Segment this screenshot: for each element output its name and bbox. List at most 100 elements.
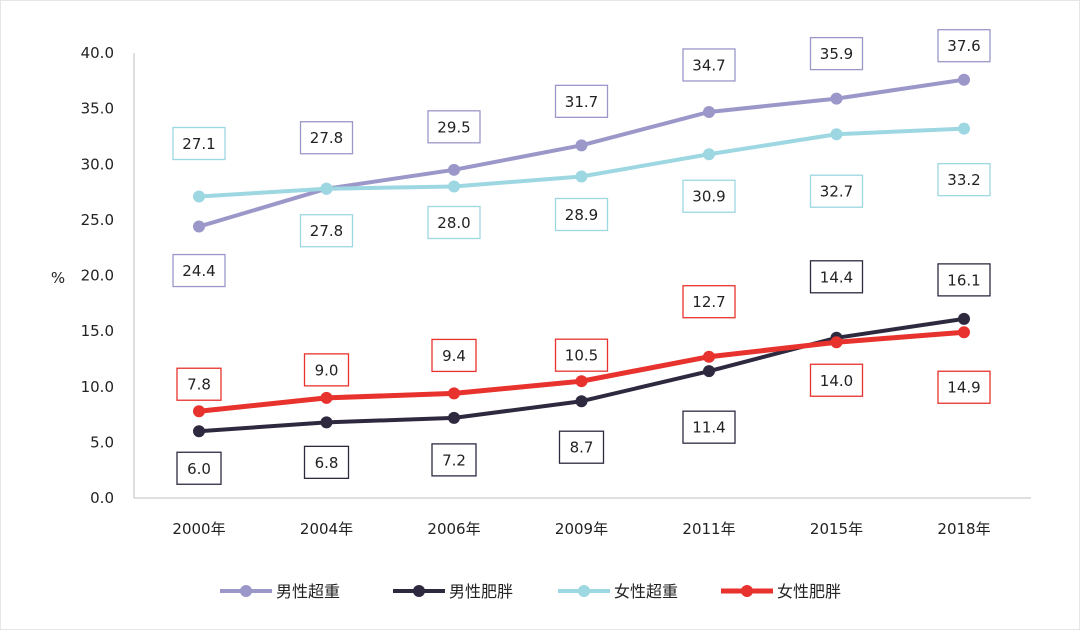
data-label-box <box>937 162 991 197</box>
data-label-box <box>809 260 864 294</box>
data-point <box>958 73 970 86</box>
y-tick-label: 15.0 <box>81 322 114 340</box>
data-point <box>575 170 588 183</box>
legend-label: 男性肥胖 <box>449 582 513 601</box>
y-tick-label: 5.0 <box>90 433 114 451</box>
data-label: 28.9 <box>554 197 609 232</box>
data-label-text: 28.0 <box>437 214 470 232</box>
y-tick-label: 35.0 <box>81 100 114 118</box>
data-label: 16.1 <box>937 263 991 297</box>
data-label-text: 7.2 <box>442 451 466 469</box>
data-label-text: 7.8 <box>187 376 211 394</box>
data-label-text: 11.4 <box>692 419 725 437</box>
data-point <box>830 128 843 141</box>
data-point <box>193 220 205 233</box>
data-label-box <box>554 84 609 118</box>
axes: 0.0 5.0 10.0 15.0 20.0 25.0 30.0 35.0 40.0% 2000年… <box>51 44 1031 538</box>
data-point <box>448 411 460 424</box>
data-label-text: 27.8 <box>310 222 343 240</box>
y-tick-label: 20.0 <box>81 267 114 285</box>
data-label-text: 29.5 <box>437 118 470 136</box>
data-label-text: 6.0 <box>187 460 211 478</box>
legend-marker <box>240 585 252 597</box>
legend-marker <box>413 585 425 597</box>
data-label-box <box>554 197 609 232</box>
data-label-text: 34.7 <box>692 56 725 74</box>
data-label: 24.4 <box>172 253 226 288</box>
data-label-text: 9.4 <box>442 347 466 365</box>
data-label-text: 16.1 <box>947 271 980 289</box>
data-label-box <box>937 29 991 63</box>
data-point <box>448 387 460 400</box>
series-lines <box>193 73 970 438</box>
data-label-box <box>176 451 222 485</box>
y-tick-label: 0.0 <box>90 489 114 507</box>
legend-item: 女性肥胖 <box>721 582 841 601</box>
data-label-box <box>682 48 736 82</box>
data-label-box <box>809 363 864 397</box>
data-label: 27.1 <box>172 126 226 161</box>
data-point <box>193 405 205 418</box>
legend-label: 男性超重 <box>276 582 340 601</box>
data-point <box>193 190 205 203</box>
data-labels: 24.4 27.8 29.5 31.7 34.7 35.9 37.6 6.0 6.8 7.2 8.7… <box>172 29 991 485</box>
data-point <box>320 416 333 429</box>
data-point <box>320 182 333 195</box>
x-tick-label: 2011年 <box>682 520 735 538</box>
data-label-box <box>172 126 226 161</box>
data-label: 6.0 <box>176 451 222 485</box>
data-label-box <box>299 121 354 155</box>
legend-marker <box>741 585 753 597</box>
data-label-text: 31.7 <box>565 93 598 111</box>
data-point <box>703 350 715 363</box>
data-label-text: 33.2 <box>947 171 980 189</box>
x-tick-label: 2015年 <box>810 520 863 538</box>
data-label-box <box>554 338 609 372</box>
legend-label: 女性超重 <box>614 582 678 601</box>
data-label-box <box>427 110 481 144</box>
data-label: 7.8 <box>176 367 222 401</box>
data-point <box>575 375 588 388</box>
data-label-box <box>809 36 864 71</box>
data-label: 37.6 <box>937 29 991 63</box>
data-label: 10.5 <box>554 338 609 372</box>
data-point <box>575 395 588 408</box>
data-label-box <box>809 174 864 208</box>
data-label: 35.9 <box>809 36 864 71</box>
data-label-box <box>558 430 605 464</box>
data-point <box>193 425 205 438</box>
legend-item: 男性肥胖 <box>393 582 513 601</box>
data-label: 14.0 <box>809 363 864 397</box>
data-label: 14.4 <box>809 260 864 294</box>
data-label-text: 28.9 <box>565 206 598 224</box>
x-tick-label: 2006年 <box>427 520 480 538</box>
y-tick-label: 10.0 <box>81 378 114 396</box>
legend-marker <box>578 585 590 597</box>
data-label-box <box>431 443 477 477</box>
data-label: 14.9 <box>937 370 991 404</box>
data-label-text: 27.8 <box>310 129 343 147</box>
data-label-text: 6.8 <box>315 454 339 472</box>
data-label: 12.7 <box>682 285 736 319</box>
data-label: 29.5 <box>427 110 481 144</box>
data-label-box <box>299 214 354 248</box>
data-label: 28.0 <box>427 205 481 240</box>
x-tick-label: 2018年 <box>937 520 990 538</box>
data-label-text: 14.0 <box>820 372 853 390</box>
data-point <box>830 336 843 349</box>
data-label: 11.4 <box>682 410 736 444</box>
y-tick-label: 30.0 <box>81 155 114 173</box>
legend-item: 女性超重 <box>558 582 678 601</box>
data-label-text: 14.4 <box>820 268 853 286</box>
series-4 <box>193 326 970 418</box>
data-point <box>958 122 970 135</box>
data-label-text: 14.9 <box>947 379 980 397</box>
data-point <box>320 391 333 404</box>
data-label-text: 32.7 <box>820 183 853 201</box>
data-label-box <box>431 338 477 373</box>
data-label: 32.7 <box>809 174 864 208</box>
data-label-box <box>176 367 222 401</box>
data-label: 27.8 <box>299 121 354 155</box>
